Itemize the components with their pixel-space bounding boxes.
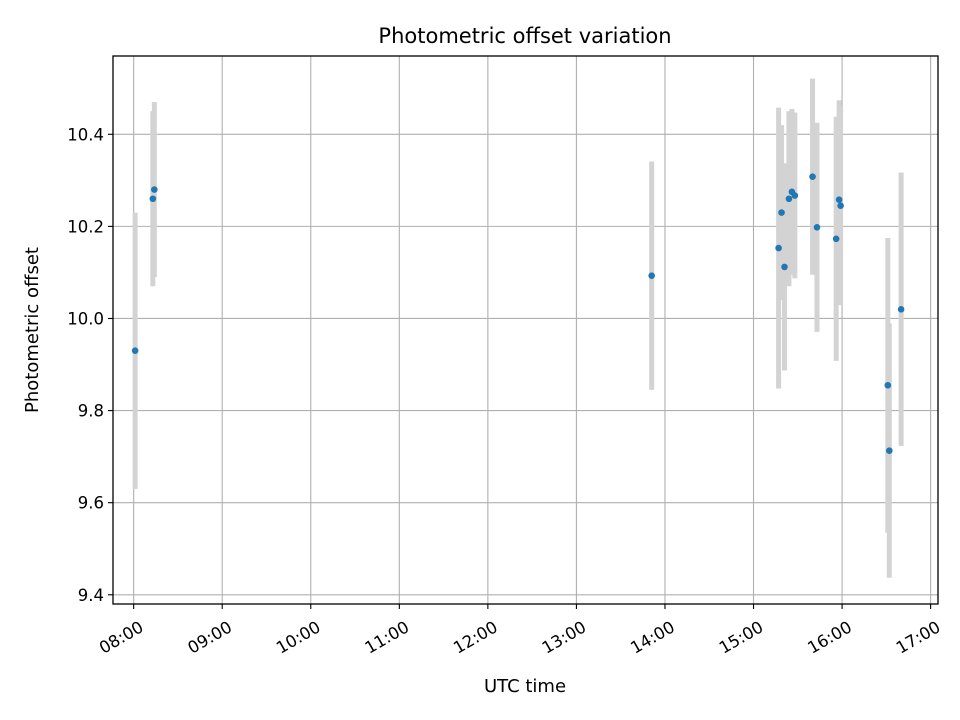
x-tick-label: 08:00	[96, 617, 147, 657]
data-point	[884, 381, 892, 389]
data-point	[809, 173, 816, 180]
data-point	[131, 347, 139, 355]
data-point	[791, 192, 799, 199]
data-point	[835, 196, 843, 203]
data-point	[149, 195, 157, 203]
y-tick-label: 9.6	[78, 494, 104, 513]
x-tick-label: 11:00	[362, 617, 413, 657]
y-tick-label: 9.8	[78, 402, 104, 421]
data-point	[778, 209, 785, 216]
data-point	[785, 195, 793, 203]
y-tick-label: 9.4	[78, 586, 104, 605]
data-point	[832, 235, 840, 243]
x-tick-label: 10:00	[273, 617, 324, 657]
data-point	[648, 272, 655, 279]
x-tick-label: 16:00	[804, 617, 855, 657]
data-point	[813, 224, 821, 231]
x-tick-label: 17:00	[893, 617, 944, 657]
data-point	[837, 202, 844, 209]
x-tick-label: 15:00	[716, 617, 767, 657]
x-tick-label: 09:00	[185, 617, 236, 657]
data-point	[885, 447, 893, 454]
y-tick-label: 10.2	[67, 217, 104, 236]
point-layer	[131, 173, 905, 454]
x-tick-label: 12:00	[450, 617, 501, 657]
y-axis-title: Photometric offset	[22, 247, 43, 413]
data-point	[897, 305, 905, 313]
x-tick-label: 13:00	[539, 617, 590, 657]
x-axis-title: UTC time	[484, 676, 566, 697]
x-tick-label: 14:00	[627, 617, 678, 657]
data-point	[151, 186, 158, 193]
y-tick-label: 10.0	[67, 309, 104, 328]
y-tick-label: 10.4	[67, 125, 104, 144]
plot-frame	[112, 55, 939, 605]
data-point	[781, 263, 788, 271]
data-point	[775, 244, 782, 252]
grid-layer	[113, 56, 938, 604]
chart-title: Photometric offset variation	[378, 24, 671, 48]
